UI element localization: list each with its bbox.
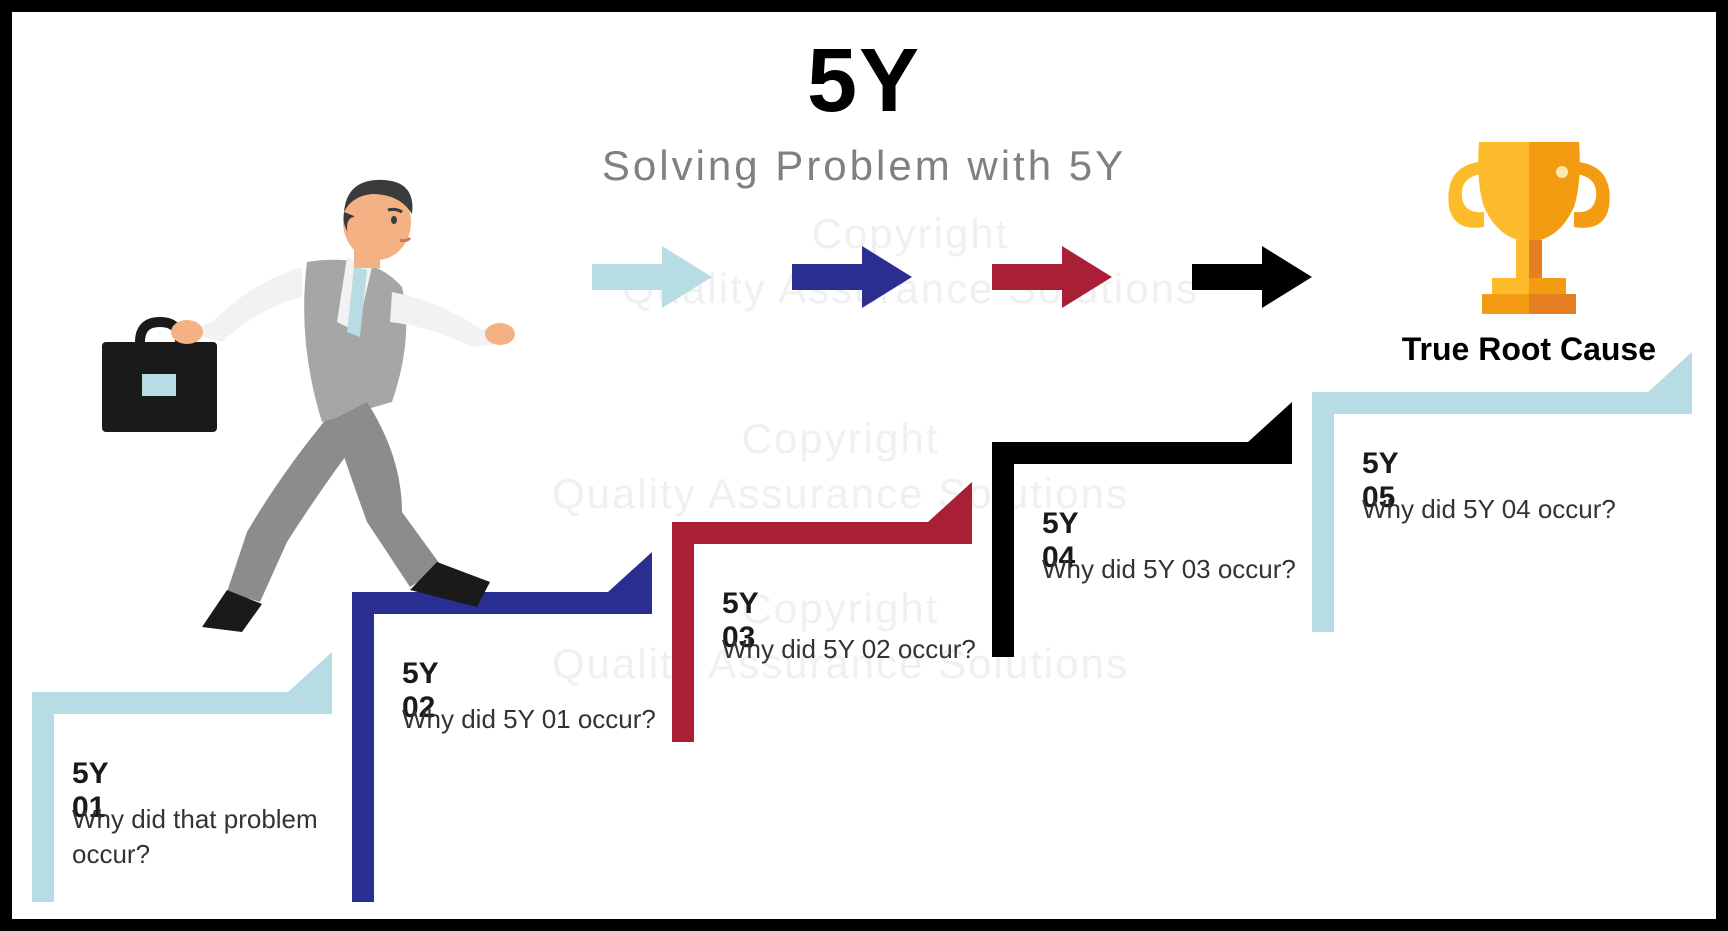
infographic-canvas: 5Y Solving Problem with 5Y CopyrightQual… xyxy=(0,0,1728,931)
progress-arrow-icon xyxy=(792,242,912,312)
step-question: Why did that problem occur? xyxy=(72,802,352,872)
trophy-label: True Root Cause xyxy=(1402,331,1656,368)
step-question: Why did 5Y 04 occur? xyxy=(1362,492,1642,527)
main-title: 5Y xyxy=(807,30,921,133)
step-question: Why did 5Y 01 occur? xyxy=(402,702,682,737)
running-person-icon xyxy=(92,172,532,632)
watermark: CopyrightQuality Assurance Solutions xyxy=(552,412,1129,521)
progress-arrow-icon xyxy=(992,242,1112,312)
progress-arrow-icon xyxy=(592,242,712,312)
arrow-row xyxy=(592,242,1312,312)
trophy: True Root Cause xyxy=(1402,122,1656,368)
step-question: Why did 5Y 03 occur? xyxy=(1042,552,1322,587)
step-question: Why did 5Y 02 occur? xyxy=(722,632,1002,667)
progress-arrow-icon xyxy=(1192,242,1312,312)
trophy-icon xyxy=(1434,122,1624,322)
subtitle: Solving Problem with 5Y xyxy=(602,142,1126,190)
